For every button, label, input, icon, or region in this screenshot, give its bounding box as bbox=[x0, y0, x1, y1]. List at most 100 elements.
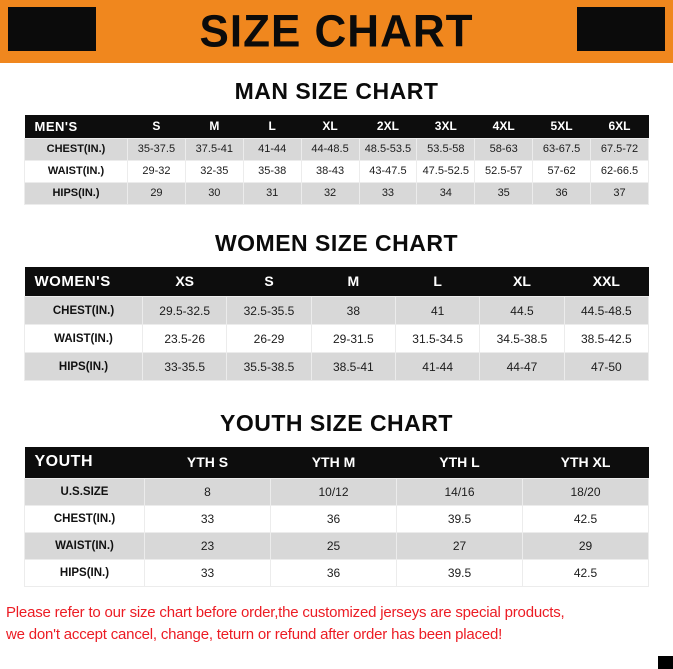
size-value: 41 bbox=[394, 296, 481, 325]
size-value: 41-44 bbox=[394, 352, 481, 381]
youth-size-section: YOUTH SIZE CHART YOUTH YTH S YTH M YTH L YTH… bbox=[0, 410, 673, 587]
size-column-header: 4XL bbox=[474, 115, 533, 138]
size-value: 48.5-53.5 bbox=[358, 137, 418, 161]
table-row: CHEST(IN.) 29.5-32.5 32.5-35.5 38 41 44.5 44.5… bbox=[24, 296, 650, 325]
table-corner-label: WOMEN'S bbox=[24, 266, 143, 297]
footer-note-line1: Please refer to our size chart before or… bbox=[6, 603, 565, 621]
size-value: 33 bbox=[144, 504, 271, 533]
size-column-header: L bbox=[395, 266, 480, 297]
row-label: U.S.SIZE bbox=[24, 477, 145, 506]
table-row: HIPS(IN.) 33 36 39.5 42.5 bbox=[24, 558, 649, 587]
size-value: 23.5-26 bbox=[141, 324, 228, 353]
size-value: 34 bbox=[416, 181, 476, 205]
size-column-header: YTH S bbox=[144, 447, 271, 478]
size-column-header: XS bbox=[142, 266, 227, 297]
size-value: 33-35.5 bbox=[141, 352, 228, 381]
table-row: CHEST(IN.) 33 36 39.5 42.5 bbox=[24, 504, 649, 533]
size-value: 35 bbox=[474, 181, 534, 205]
size-value: 35-38 bbox=[242, 159, 302, 183]
size-value: 31.5-34.5 bbox=[394, 324, 481, 353]
table-header-row: MEN'S S M L XL 2XL 3XL 4XL 5XL 6XL bbox=[24, 115, 649, 138]
size-value: 29 bbox=[522, 531, 649, 560]
size-column-header: YTH XL bbox=[522, 447, 649, 478]
women-section-heading: WOMEN SIZE CHART bbox=[214, 229, 459, 256]
size-value: 23 bbox=[144, 531, 271, 560]
size-column-header: 5XL bbox=[532, 115, 591, 138]
size-value: 38 bbox=[310, 296, 396, 325]
table-corner-label: YOUTH bbox=[24, 447, 145, 478]
table-header-row: YOUTH YTH S YTH M YTH L YTH XL bbox=[24, 447, 649, 478]
size-value: 33 bbox=[144, 558, 271, 587]
row-label: WAIST(IN.) bbox=[24, 159, 128, 183]
table-row: WAIST(IN.) 23.5-26 26-29 29-31.5 31.5-34.5 34… bbox=[24, 324, 650, 353]
size-value: 34.5-38.5 bbox=[479, 324, 565, 353]
size-column-header: XL bbox=[301, 115, 359, 138]
size-value: 31 bbox=[242, 181, 302, 205]
banner-left-block bbox=[8, 7, 96, 51]
size-value: 36 bbox=[532, 181, 591, 205]
size-column-header: YTH M bbox=[270, 447, 397, 478]
size-value: 44.5-48.5 bbox=[563, 296, 650, 325]
size-column-header: M bbox=[311, 266, 396, 297]
row-label: WAIST(IN.) bbox=[24, 324, 143, 353]
size-value: 43-47.5 bbox=[358, 159, 418, 183]
row-label: CHEST(IN.) bbox=[24, 296, 143, 325]
size-value: 39.5 bbox=[396, 558, 523, 587]
size-value: 10/12 bbox=[270, 477, 397, 506]
size-value: 42.5 bbox=[522, 504, 649, 533]
table-row: HIPS(IN.) 29 30 31 32 33 34 35 36 37 bbox=[24, 181, 649, 205]
size-value: 36 bbox=[270, 504, 397, 533]
size-value: 41-44 bbox=[242, 137, 302, 161]
row-label: HIPS(IN.) bbox=[24, 181, 128, 205]
size-value: 33 bbox=[358, 181, 418, 205]
footer-note-line2: we don't accept cancel, change, teturn o… bbox=[6, 625, 503, 643]
row-label: CHEST(IN.) bbox=[24, 504, 145, 533]
size-value: 63-67.5 bbox=[532, 137, 591, 161]
size-column-header: M bbox=[185, 115, 244, 138]
size-value: 18/20 bbox=[522, 477, 649, 506]
size-value: 30 bbox=[184, 181, 244, 205]
table-row: HIPS(IN.) 33-35.5 35.5-38.5 38.5-41 41-44 44-… bbox=[24, 352, 650, 381]
size-value: 38-43 bbox=[300, 159, 360, 183]
size-value: 39.5 bbox=[396, 504, 523, 533]
size-value: 32-35 bbox=[184, 159, 244, 183]
page-title: SIZE CHART bbox=[199, 5, 474, 57]
size-value: 52.5-57 bbox=[474, 159, 534, 183]
size-value: 29-32 bbox=[127, 159, 186, 183]
size-value: 62-66.5 bbox=[590, 159, 649, 183]
size-column-header: 6XL bbox=[590, 115, 649, 138]
size-value: 57-62 bbox=[532, 159, 591, 183]
size-value: 44-48.5 bbox=[300, 137, 360, 161]
size-value: 44.5 bbox=[479, 296, 565, 325]
youth-section-heading: YOUTH SIZE CHART bbox=[220, 410, 453, 436]
size-value: 67.5-72 bbox=[590, 137, 649, 161]
size-column-header: 3XL bbox=[416, 115, 475, 138]
size-value: 44-47 bbox=[479, 352, 565, 381]
youth-size-table: YOUTH YTH S YTH M YTH L YTH XL U.S.SIZE 8 10/12… bbox=[24, 447, 649, 587]
size-value: 32 bbox=[300, 181, 360, 205]
man-size-section: MAN SIZE CHART MEN'S S M L XL 2XL 3XL 4XL 5XL 6XL… bbox=[0, 78, 673, 205]
size-value: 42.5 bbox=[522, 558, 649, 587]
size-value: 47-50 bbox=[563, 352, 650, 381]
size-value: 29-31.5 bbox=[310, 324, 396, 353]
man-size-table: MEN'S S M L XL 2XL 3XL 4XL 5XL 6XL CHEST(IN.) 35-37… bbox=[24, 115, 649, 205]
table-row: U.S.SIZE 8 10/12 14/16 18/20 bbox=[24, 477, 649, 506]
size-value: 53.5-58 bbox=[416, 137, 476, 161]
table-header-row: WOMEN'S XS S M L XL XXL bbox=[24, 266, 649, 297]
banner: SIZE CHART bbox=[0, 0, 673, 63]
size-value: 14/16 bbox=[396, 477, 523, 506]
size-value: 26-29 bbox=[226, 324, 312, 353]
size-value: 38.5-41 bbox=[310, 352, 396, 381]
size-value: 8 bbox=[144, 477, 271, 506]
row-label: HIPS(IN.) bbox=[24, 352, 143, 381]
size-value: 36 bbox=[270, 558, 397, 587]
size-value: 35-37.5 bbox=[127, 137, 186, 161]
row-label: CHEST(IN.) bbox=[24, 137, 128, 161]
size-value: 29 bbox=[127, 181, 186, 205]
table-row: CHEST(IN.) 35-37.5 37.5-41 41-44 44-48.5 48.5… bbox=[24, 137, 649, 161]
man-section-heading: MAN SIZE CHART bbox=[234, 78, 439, 104]
size-column-header: XXL bbox=[564, 266, 649, 297]
row-label: WAIST(IN.) bbox=[24, 531, 145, 560]
banner-right-block bbox=[577, 7, 665, 51]
